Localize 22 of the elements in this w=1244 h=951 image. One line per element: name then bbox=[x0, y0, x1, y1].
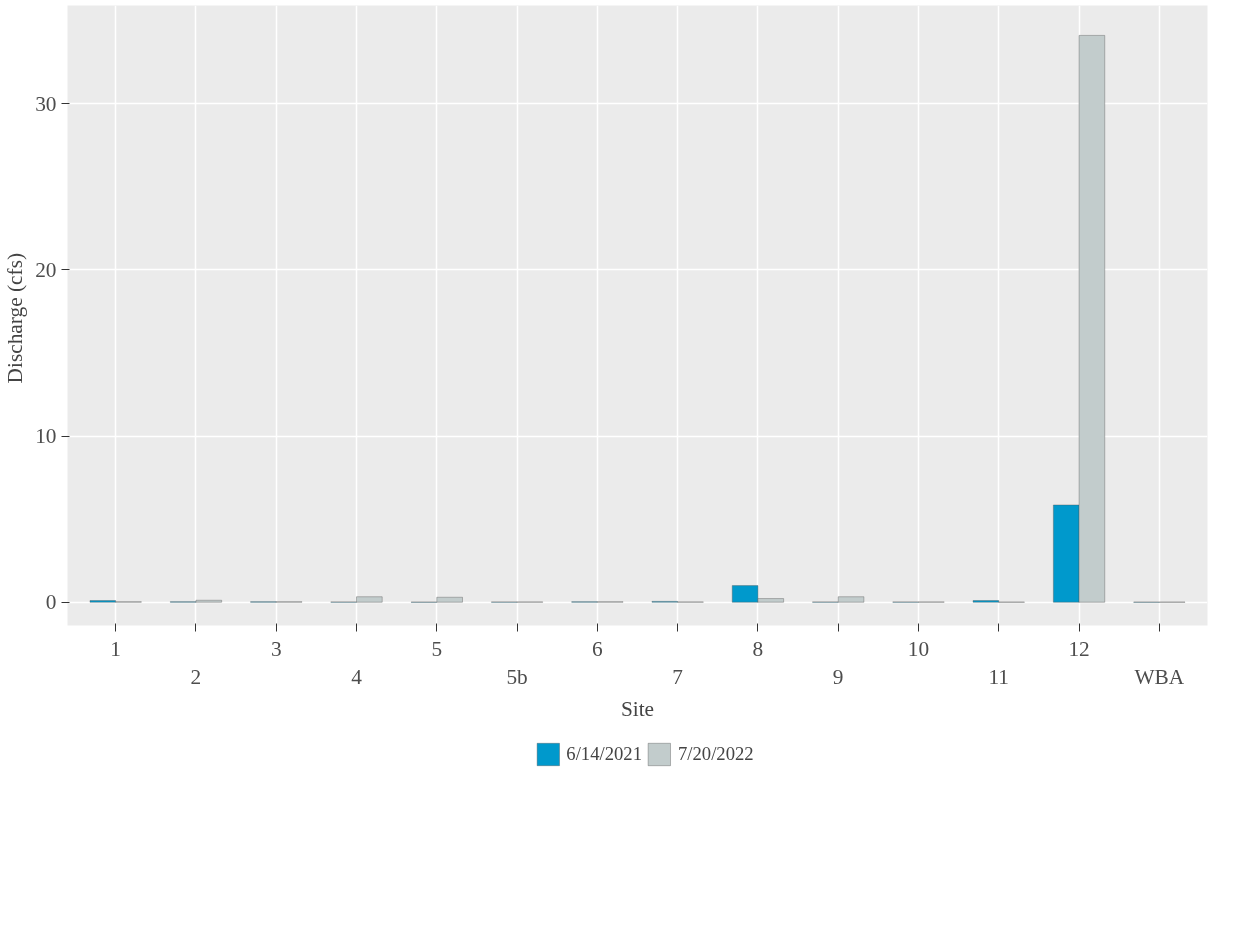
x-tick-label: 1 bbox=[110, 636, 122, 661]
x-tick-label: 8 bbox=[752, 636, 764, 661]
x-tick-label: 10 bbox=[907, 636, 930, 661]
x-tick-label: 6 bbox=[592, 636, 604, 661]
x-tick-label: 7 bbox=[672, 665, 684, 690]
x-tick-label: 12 bbox=[1068, 636, 1090, 661]
y-tick-label: 10 bbox=[35, 424, 57, 449]
y-tick-label: 30 bbox=[35, 91, 57, 116]
legend-label: 6/14/2021 bbox=[566, 743, 642, 765]
x-axis-title: Site bbox=[620, 697, 655, 722]
x-tick-label: 5b bbox=[506, 665, 528, 690]
y-axis-title: Discharge (cfs) bbox=[3, 252, 28, 384]
legend-label: 7/20/2022 bbox=[678, 743, 754, 765]
y-tick-label: 20 bbox=[35, 257, 57, 282]
x-tick-label: 2 bbox=[190, 665, 202, 690]
x-tick-label: 3 bbox=[270, 636, 282, 661]
x-tick-label: 4 bbox=[351, 665, 363, 690]
y-tick-label: 0 bbox=[45, 590, 57, 615]
x-tick-label: 5 bbox=[431, 636, 443, 661]
x-tick-label: WBA bbox=[1134, 665, 1185, 690]
x-tick-label: 11 bbox=[988, 665, 1010, 690]
x-tick-label: 9 bbox=[832, 665, 844, 690]
